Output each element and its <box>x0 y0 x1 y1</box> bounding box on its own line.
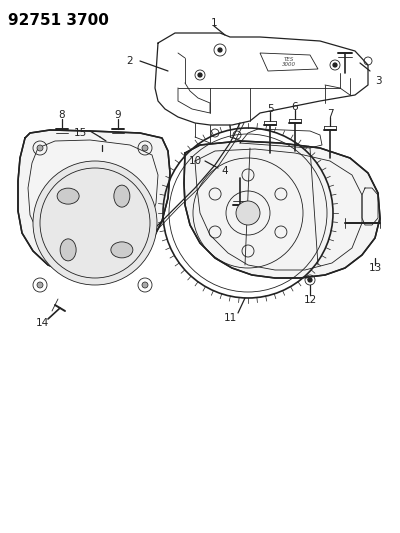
Circle shape <box>142 282 148 288</box>
Text: 5: 5 <box>267 104 273 114</box>
Text: 13: 13 <box>368 263 382 273</box>
Text: 15: 15 <box>73 128 87 138</box>
Text: 7: 7 <box>327 109 333 119</box>
Text: 8: 8 <box>59 110 65 120</box>
Ellipse shape <box>57 188 79 204</box>
Text: 4: 4 <box>222 166 228 176</box>
Text: 1: 1 <box>211 18 217 28</box>
Circle shape <box>33 161 157 285</box>
Text: 12: 12 <box>303 295 317 305</box>
Polygon shape <box>18 130 170 275</box>
Text: 92751 3700: 92751 3700 <box>8 13 109 28</box>
Polygon shape <box>184 141 380 278</box>
Text: 14: 14 <box>35 318 49 328</box>
Text: 11: 11 <box>223 313 237 323</box>
Circle shape <box>308 278 312 282</box>
Circle shape <box>333 63 337 67</box>
Ellipse shape <box>60 239 76 261</box>
Text: 6: 6 <box>292 102 298 112</box>
Ellipse shape <box>111 242 133 258</box>
Text: 2: 2 <box>127 56 133 66</box>
Circle shape <box>236 201 260 225</box>
Circle shape <box>198 73 202 77</box>
Circle shape <box>37 145 43 151</box>
Ellipse shape <box>114 185 130 207</box>
Text: 9: 9 <box>115 110 121 120</box>
Text: 3: 3 <box>375 76 381 86</box>
Text: 10: 10 <box>188 156 202 166</box>
Text: TES
3000: TES 3000 <box>282 56 296 67</box>
Circle shape <box>218 48 222 52</box>
Circle shape <box>142 145 148 151</box>
Circle shape <box>37 282 43 288</box>
